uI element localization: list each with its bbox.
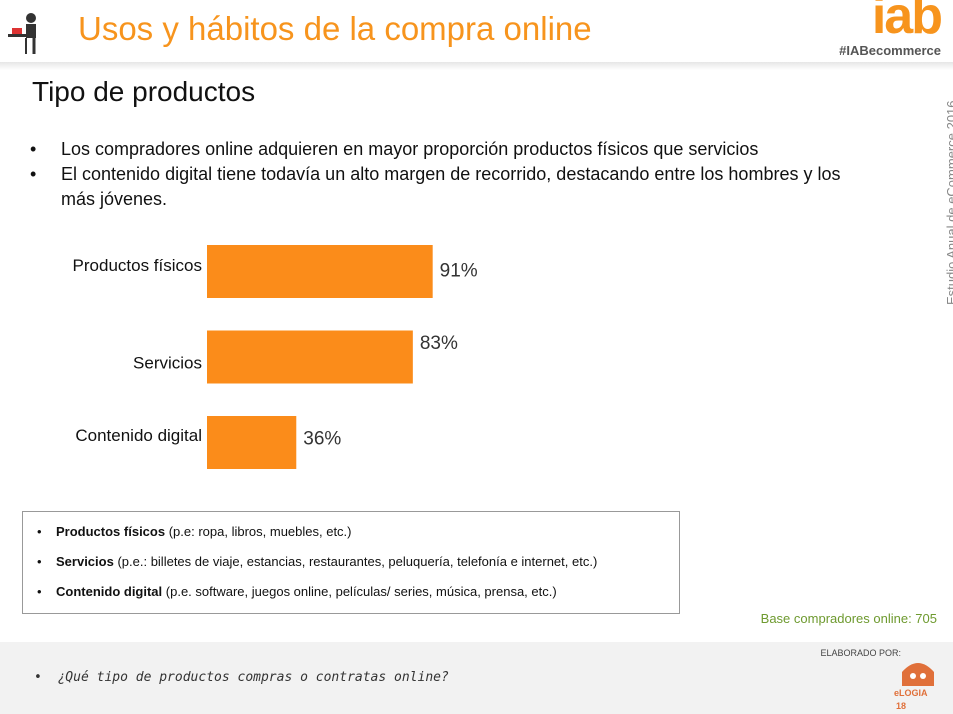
page-number: 18 xyxy=(896,701,907,711)
icon xyxy=(8,13,36,54)
side-text: Estudio Anual de eCommerce 2016 xyxy=(944,100,953,305)
bar xyxy=(207,416,297,469)
definition: • Productos físicos (p.e: ropa, libros, … xyxy=(37,524,352,539)
bar xyxy=(207,330,413,384)
header-shadow xyxy=(0,62,953,70)
logo: iab xyxy=(871,0,943,45)
category-label: Productos físicos xyxy=(73,256,202,275)
header-title: Usos y hábitos de la compra online xyxy=(78,10,592,47)
category-label: Servicios xyxy=(133,353,202,372)
definitions-box: • Productos físicos (p.e: ropa, libros, … xyxy=(22,511,680,614)
credit: ELABORADO POR: xyxy=(820,648,901,658)
definition: • Contenido digital (p.e. software, jueg… xyxy=(37,584,557,599)
bullet-text: Los compradores online adquieren en mayo… xyxy=(61,139,759,159)
category-label: Contenido digital xyxy=(75,426,202,445)
value-label: 91% xyxy=(440,261,478,282)
definition-text: (p.e: ropa, libros, muebles, etc.) xyxy=(168,524,352,539)
definition-text: (p.e.: billetes de viaje, estancias, res… xyxy=(117,554,598,569)
base-note: Base compradores online: 705 xyxy=(760,611,937,626)
value-label: 36% xyxy=(303,429,341,450)
brand: eLOGIA xyxy=(894,688,928,698)
value-label: 83% xyxy=(420,333,458,354)
bullet: • Los compradores online adquieren en may… xyxy=(30,137,850,162)
bar xyxy=(207,245,433,298)
definition-term: Contenido digital xyxy=(56,584,163,599)
definition: • Servicios (p.e.: billetes de viaje, es… xyxy=(37,554,598,569)
definition-text: (p.e. software, juegos online, películas… xyxy=(165,584,557,599)
footer xyxy=(0,642,953,714)
definition-term: Servicios xyxy=(56,554,114,569)
slide-title: Tipo de productos xyxy=(32,76,256,107)
question: • ¿Qué tipo de productos compras o contr… xyxy=(34,670,449,685)
question-text: ¿Qué tipo de productos compras o contrat… xyxy=(57,670,449,685)
definition-term: Productos físicos xyxy=(56,524,166,539)
chart: Productos físicos 91% Servicios 83% Contenid… xyxy=(73,245,478,469)
hashtag: #IABecommerce xyxy=(839,43,941,58)
bullet: • El contenido digital tiene todavía un a… xyxy=(30,162,850,212)
bullet-text: El contenido digital tiene todavía un al… xyxy=(61,164,841,209)
brand-logo xyxy=(902,663,934,686)
